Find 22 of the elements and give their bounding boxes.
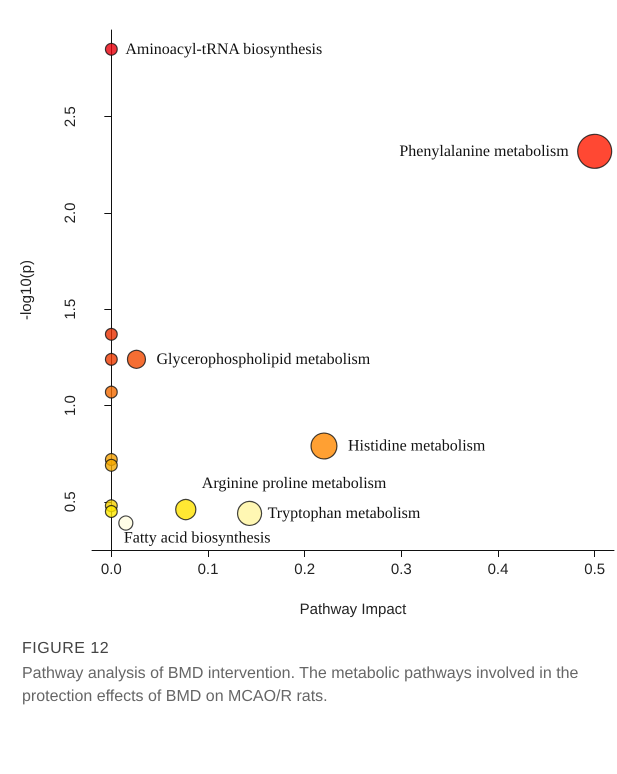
y-tick-label: 0.5 (62, 491, 79, 512)
annotation: Tryptophan metabolism (268, 504, 421, 522)
text: Pathway analysis of BMD intervention. The metabolic pathways involved in the protection effects of BMD on MCAO/R rats. (22, 664, 580, 707)
y-tick-label: 1.0 (62, 395, 79, 416)
annotation: Glycerophospholipid metabolism (156, 350, 371, 368)
y-tick-label: 2.0 (62, 202, 79, 224)
annotation: Histidine metabolism (348, 438, 486, 454)
x-tick-label: 0.4 (488, 561, 508, 578)
y-axis-title: -log10(p) (18, 260, 35, 320)
annotation: Phenylalanine metabolism (399, 142, 570, 160)
x-tick-label: 0.5 (584, 561, 606, 578)
x-tick-label: 0.0 (100, 561, 122, 578)
text: FIGURE 12 (22, 640, 110, 658)
annotation: Fatty acid biosynthesis (124, 530, 270, 547)
x-tick-label: 0.2 (294, 561, 316, 578)
y-tick-label: 1.5 (62, 298, 79, 320)
y-tick-label: 2.5 (62, 106, 79, 128)
x-tick-label: 0.3 (390, 561, 412, 578)
annotation: Aminoacyl-tRNA biosynthesis (125, 40, 322, 58)
x-tick-label: 0.1 (198, 561, 218, 578)
annotation: Arginine proline metabolism (202, 475, 387, 492)
x-axis-title: Pathway Impact (300, 601, 408, 618)
